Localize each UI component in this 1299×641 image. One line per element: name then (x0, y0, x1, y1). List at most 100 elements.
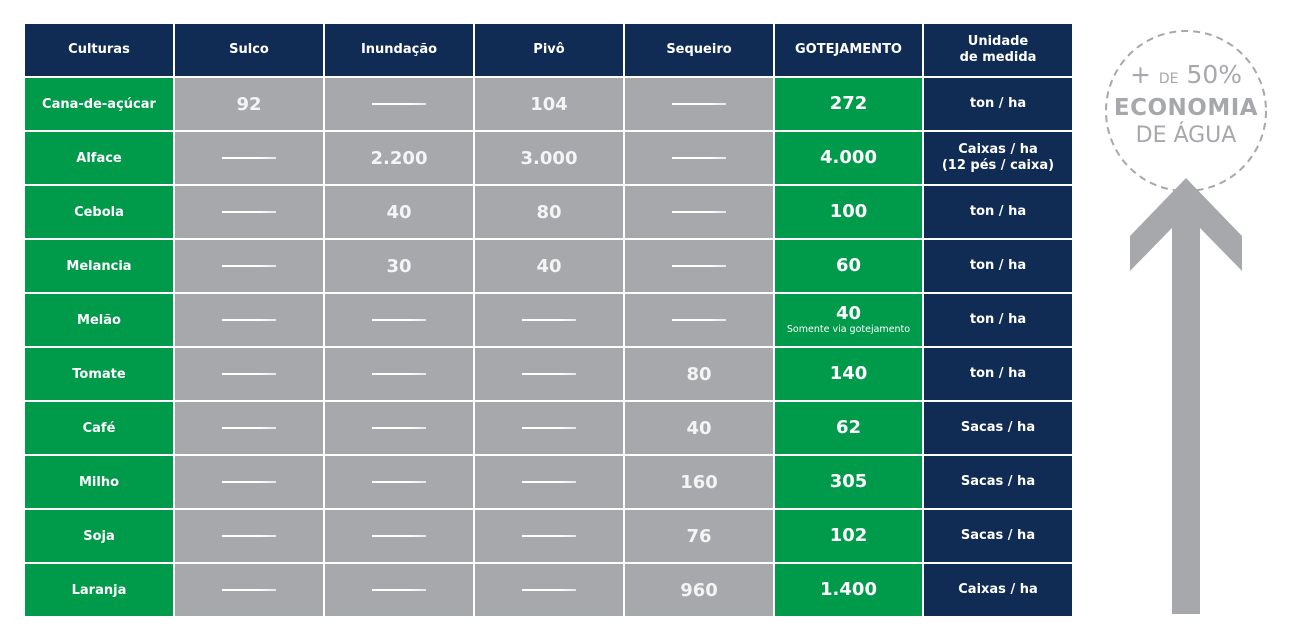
no-data-dash (372, 481, 426, 483)
inundacao-cell: 2.200 (325, 132, 473, 184)
gotejamento-value: 1.400 (820, 579, 877, 600)
up-arrow-icon (1130, 178, 1242, 614)
no-data-dash (372, 427, 426, 429)
crop-name-cell: Laranja (25, 564, 173, 616)
no-data-dash (522, 373, 576, 375)
sulco-cell (175, 294, 323, 346)
inundacao-cell (325, 456, 473, 508)
unit-line1: Sacas / ha (960, 528, 1036, 543)
badge-plus: + (1129, 60, 1151, 89)
inundacao-cell: 40 (325, 186, 473, 238)
unit-cell: Sacas / ha (924, 402, 1072, 454)
no-data-dash (522, 481, 576, 483)
no-data-dash (222, 427, 276, 429)
no-data-dash (222, 319, 276, 321)
sequeiro-cell: 160 (625, 456, 773, 508)
pivo-cell: 40 (475, 240, 623, 292)
gotejamento-cell: 1.400 (775, 564, 922, 616)
crop-name-cell: Melão (25, 294, 173, 346)
sulco-cell (175, 564, 323, 616)
unit-cell: ton / ha (924, 348, 1072, 400)
crop-name-cell: Soja (25, 510, 173, 562)
no-data-dash (522, 535, 576, 537)
pivo-cell (475, 456, 623, 508)
sulco-cell (175, 402, 323, 454)
gotejamento-cell: 140 (775, 348, 922, 400)
crop-name-cell: Cana-de-açúcar (25, 78, 173, 130)
no-data-dash (222, 157, 276, 159)
pivo-cell (475, 348, 623, 400)
gotejamento-cell: 102 (775, 510, 922, 562)
sequeiro-cell: 960 (625, 564, 773, 616)
unit-line1: Sacas / ha (960, 420, 1036, 435)
gotejamento-value: 100 (829, 201, 868, 222)
no-data-dash (672, 103, 726, 105)
crop-name-cell: Alface (25, 132, 173, 184)
unit-line2: (12 pés / caixa) (941, 158, 1055, 173)
no-data-dash (372, 373, 426, 375)
sulco-cell (175, 186, 323, 238)
gotejamento-cell: 305 (775, 456, 922, 508)
pivo-cell (475, 294, 623, 346)
header-sequeiro: Sequeiro (625, 24, 773, 76)
inundacao-cell (325, 402, 473, 454)
unit-cell: Caixas / ha (12 pés / caixa) (924, 132, 1072, 184)
crop-name-cell: Café (25, 402, 173, 454)
yield-comparison-table: Culturas Sulco Inundação Pivô Sequeiro G… (25, 24, 1073, 616)
no-data-dash (222, 211, 276, 213)
no-data-dash (522, 589, 576, 591)
header-pivo: Pivô (475, 24, 623, 76)
no-data-dash (672, 211, 726, 213)
no-data-dash (522, 319, 576, 321)
header-gotejamento: GOTEJAMENTO (775, 24, 922, 76)
pivo-cell: 3.000 (475, 132, 623, 184)
no-data-dash (222, 589, 276, 591)
unit-line1: ton / ha (969, 366, 1027, 381)
pivo-cell (475, 564, 623, 616)
inundacao-cell (325, 78, 473, 130)
unit-line1: ton / ha (969, 312, 1027, 327)
gotejamento-value: 272 (829, 93, 868, 114)
gotejamento-note: Somente via gotejamento (786, 324, 911, 335)
no-data-dash (372, 103, 426, 105)
crop-name-cell: Tomate (25, 348, 173, 400)
gotejamento-cell: 4.000 (775, 132, 922, 184)
badge-de: DE (1158, 71, 1179, 87)
unit-cell: ton / ha (924, 294, 1072, 346)
inundacao-cell (325, 348, 473, 400)
header-unidade: Unidade de medida (924, 24, 1072, 76)
unit-cell: Caixas / ha (924, 564, 1072, 616)
sequeiro-cell: 40 (625, 402, 773, 454)
inundacao-cell (325, 510, 473, 562)
pivo-cell: 104 (475, 78, 623, 130)
header-culturas: Culturas (25, 24, 173, 76)
sulco-cell (175, 132, 323, 184)
unit-line1: Caixas / ha (958, 142, 1038, 157)
unit-cell: ton / ha (924, 186, 1072, 238)
gotejamento-cell: 100 (775, 186, 922, 238)
unit-line1: Sacas / ha (960, 474, 1036, 489)
unit-cell: ton / ha (924, 78, 1072, 130)
gotejamento-cell: 62 (775, 402, 922, 454)
unit-cell: ton / ha (924, 240, 1072, 292)
unit-cell: Sacas / ha (924, 456, 1072, 508)
sequeiro-cell (625, 294, 773, 346)
pivo-cell (475, 402, 623, 454)
badge-line3: DE ÁGUA (1135, 123, 1237, 148)
sulco-cell (175, 456, 323, 508)
gotejamento-value: 102 (829, 525, 868, 546)
sequeiro-cell (625, 240, 773, 292)
no-data-dash (222, 265, 276, 267)
sulco-cell: 92 (175, 78, 323, 130)
gotejamento-value: 305 (829, 471, 868, 492)
header-unidade-line1: Unidade (967, 34, 1029, 49)
header-sulco: Sulco (175, 24, 323, 76)
sulco-cell (175, 348, 323, 400)
sequeiro-cell (625, 78, 773, 130)
badge-percent: 50% (1186, 60, 1243, 89)
crop-name-cell: Melancia (25, 240, 173, 292)
no-data-dash (672, 319, 726, 321)
crop-name-cell: Cebola (25, 186, 173, 238)
gotejamento-value: 62 (835, 417, 862, 438)
header-unidade-line2: de medida (959, 50, 1037, 65)
